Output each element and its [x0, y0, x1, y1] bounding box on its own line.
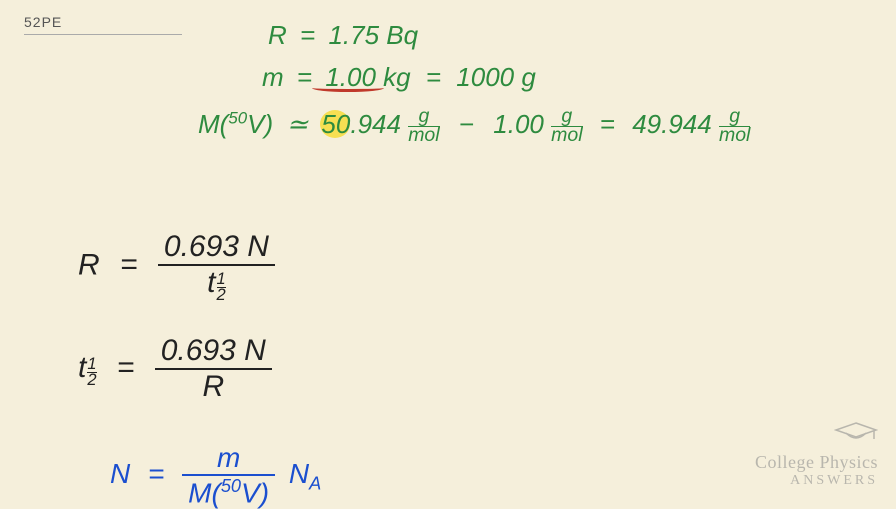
sym-m: m — [262, 62, 284, 92]
eq-R-value: R = 1.75 Bq — [268, 20, 418, 51]
problem-label: 52PE — [24, 14, 182, 35]
numerator: 0.693 N — [155, 334, 272, 368]
equals: = — [297, 62, 312, 92]
minus: − — [459, 109, 474, 139]
sym-N: N — [110, 458, 130, 489]
sym-t: t — [207, 266, 215, 299]
graduation-cap-icon — [834, 421, 878, 443]
equals: = — [426, 62, 441, 92]
eq-molar-mass: M(50V) ≃ 50.944 g mol − 1.00 g mol = 49.… — [198, 108, 750, 144]
NA-A: A — [309, 474, 321, 494]
sym-R: R — [268, 20, 287, 50]
isotope-sup: 50 — [228, 108, 247, 127]
sym-R: R — [78, 248, 100, 281]
logo-line2: ANSWERS — [755, 473, 878, 489]
isotope-sym: V — [247, 109, 264, 139]
sym-t-half: t12 — [78, 351, 105, 384]
unit-den: mol — [719, 126, 750, 145]
sym-M: M — [188, 477, 211, 508]
unit-g-per-mol: g mol — [408, 108, 439, 144]
equals: = — [117, 351, 135, 384]
fraction: 0.693 N t12 — [158, 230, 275, 303]
unit-g-per-mol: g mol — [551, 108, 582, 144]
sym-M: M — [198, 109, 220, 139]
fraction: 0.693 N R — [155, 334, 272, 404]
equals: = — [120, 248, 138, 281]
NA-N: N — [289, 458, 309, 489]
underline-icon — [312, 84, 384, 92]
val-R: 1.75 Bq — [328, 20, 418, 50]
equals: = — [600, 109, 615, 139]
approx: ≃ — [286, 109, 308, 139]
term1: 50.944 — [321, 109, 401, 139]
term2: 1.00 — [493, 109, 544, 139]
logo-line1: College Physics — [755, 452, 878, 473]
paren: ( — [211, 477, 220, 508]
unit-num: g — [551, 108, 582, 126]
isotope-sup: 50 — [221, 476, 241, 496]
unit-den: mol — [408, 126, 439, 145]
numerator: m — [182, 442, 275, 474]
denominator: R — [155, 368, 272, 404]
paren: ) — [260, 477, 269, 508]
equals: = — [300, 20, 315, 50]
paren: ) — [264, 109, 273, 139]
denominator: t12 — [158, 264, 275, 303]
logo: College Physics ANSWERS — [755, 421, 878, 489]
equals: = — [148, 458, 164, 489]
half-sub: 12 — [87, 357, 96, 388]
eq-m-value: m = 1.00 kg = 1000 g — [262, 62, 536, 93]
eq-thalf-formula: t12 = 0.693 N R — [78, 334, 272, 404]
denominator: M(50V) — [182, 474, 275, 509]
numerator: 0.693 N — [158, 230, 275, 264]
unit-den: mol — [551, 126, 582, 145]
val-m-g: 1000 g — [456, 62, 536, 92]
sym-NA: NA — [289, 458, 321, 489]
result: 49.944 — [632, 109, 712, 139]
unit-g-per-mol: g mol — [719, 108, 750, 144]
unit-num: g — [408, 108, 439, 126]
eq-N-formula: N = m M(50V) NA — [110, 442, 321, 509]
sym-t: t — [78, 351, 86, 384]
isotope-sym: V — [241, 477, 260, 508]
unit-num: g — [719, 108, 750, 126]
fraction: m M(50V) — [182, 442, 275, 509]
eq-R-formula: R = 0.693 N t12 — [78, 230, 275, 303]
half-sub: 12 — [217, 272, 226, 303]
